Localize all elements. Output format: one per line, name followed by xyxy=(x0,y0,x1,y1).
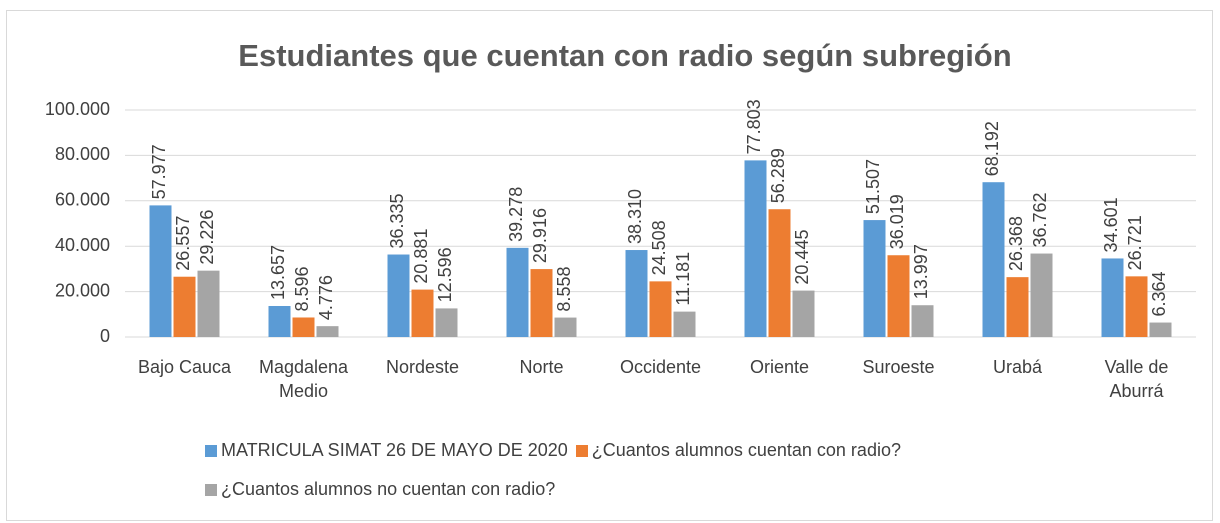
y-tick-label: 60.000 xyxy=(55,190,110,210)
data-label: 29.226 xyxy=(197,210,217,265)
bar xyxy=(673,311,696,337)
data-label: 26.557 xyxy=(173,216,193,271)
data-label: 8.596 xyxy=(292,266,312,311)
bar xyxy=(292,317,315,337)
data-label: 38.310 xyxy=(625,189,645,244)
data-label: 29.916 xyxy=(530,208,550,263)
bar xyxy=(863,220,886,337)
bar xyxy=(530,269,553,337)
bar xyxy=(744,160,767,337)
bar xyxy=(435,308,458,337)
legend-label: ¿Cuantos alumnos no cuentan con radio? xyxy=(221,479,556,499)
bar xyxy=(792,290,815,337)
data-label: 13.997 xyxy=(911,244,931,299)
bar xyxy=(1030,253,1053,337)
bar xyxy=(1149,322,1172,337)
legend-item: MATRICULA SIMAT 26 DE MAYO DE 2020 xyxy=(205,440,568,461)
data-label: 36.019 xyxy=(887,194,907,249)
data-label: 26.721 xyxy=(1125,215,1145,270)
bar xyxy=(316,326,339,337)
y-tick-label: 20.000 xyxy=(55,280,110,300)
data-label: 8.558 xyxy=(554,267,574,312)
bar xyxy=(506,247,529,337)
data-label: 34.601 xyxy=(1101,197,1121,252)
legend-label: ¿Cuantos alumnos cuentan con radio? xyxy=(591,440,901,460)
x-tick-label: Occidente xyxy=(619,357,702,377)
bar xyxy=(911,305,934,337)
data-label: 26.368 xyxy=(1006,216,1026,271)
x-tick-label: Norte xyxy=(519,357,564,377)
legend-label: MATRICULA SIMAT 26 DE MAYO DE 2020 xyxy=(221,440,568,460)
data-label: 11.181 xyxy=(673,252,693,306)
bar xyxy=(1006,277,1029,337)
bar xyxy=(197,270,220,337)
bar xyxy=(268,305,291,337)
bar xyxy=(149,205,172,337)
legend-swatch xyxy=(575,444,588,457)
legend-item: ¿Cuantos alumnos no cuentan con radio? xyxy=(205,479,555,500)
chart-title: Estudiantes que cuentan con radio según … xyxy=(238,38,1011,73)
data-label: 56.289 xyxy=(768,148,788,203)
x-tick-label: Urabá xyxy=(992,357,1043,377)
x-tick-label: Bajo Cauca xyxy=(137,357,232,377)
bar xyxy=(1125,276,1148,337)
legend-item: ¿Cuantos alumnos cuentan con radio? xyxy=(575,440,901,461)
bar xyxy=(411,289,434,337)
y-tick-label: 100.000 xyxy=(45,99,110,119)
data-label: 20.445 xyxy=(792,230,812,285)
data-label: 39.278 xyxy=(506,187,526,242)
data-label: 36.762 xyxy=(1030,192,1050,247)
data-label: 77.803 xyxy=(744,99,764,154)
chart-border xyxy=(6,10,1213,521)
legend: MATRICULA SIMAT 26 DE MAYO DE 2020 ¿Cuant… xyxy=(205,440,1045,500)
data-label: 6.364 xyxy=(1149,272,1169,317)
data-label: 57.977 xyxy=(149,144,169,199)
x-tick-label: Valle de Aburrá xyxy=(1104,357,1169,401)
bar xyxy=(768,209,791,337)
y-tick-label: 40.000 xyxy=(55,235,110,255)
x-tick-label: Nordeste xyxy=(385,357,460,377)
bar xyxy=(625,250,648,337)
bar xyxy=(1101,258,1124,337)
bar xyxy=(982,182,1005,337)
y-tick-label: 80.000 xyxy=(55,144,110,164)
data-label: 13.657 xyxy=(268,245,288,300)
bar xyxy=(649,281,672,337)
bar xyxy=(173,276,196,337)
bar xyxy=(387,254,410,337)
data-label: 12.596 xyxy=(435,247,455,302)
x-tick-label: Oriente xyxy=(749,357,810,377)
legend-swatch xyxy=(205,444,217,457)
legend-swatch xyxy=(205,483,217,496)
data-label: 36.335 xyxy=(387,193,407,248)
data-label: 4.776 xyxy=(316,275,336,320)
data-label: 68.192 xyxy=(982,121,1002,176)
y-tick-label: 0 xyxy=(100,326,110,346)
x-tick-label: Magdalena Medio xyxy=(258,357,349,401)
data-label: 20.881 xyxy=(411,229,431,284)
data-label: 51.507 xyxy=(863,159,883,214)
x-tick-label: Suroeste xyxy=(862,357,935,377)
bar xyxy=(887,255,910,337)
data-label: 24.508 xyxy=(649,220,669,275)
bar xyxy=(554,317,577,337)
